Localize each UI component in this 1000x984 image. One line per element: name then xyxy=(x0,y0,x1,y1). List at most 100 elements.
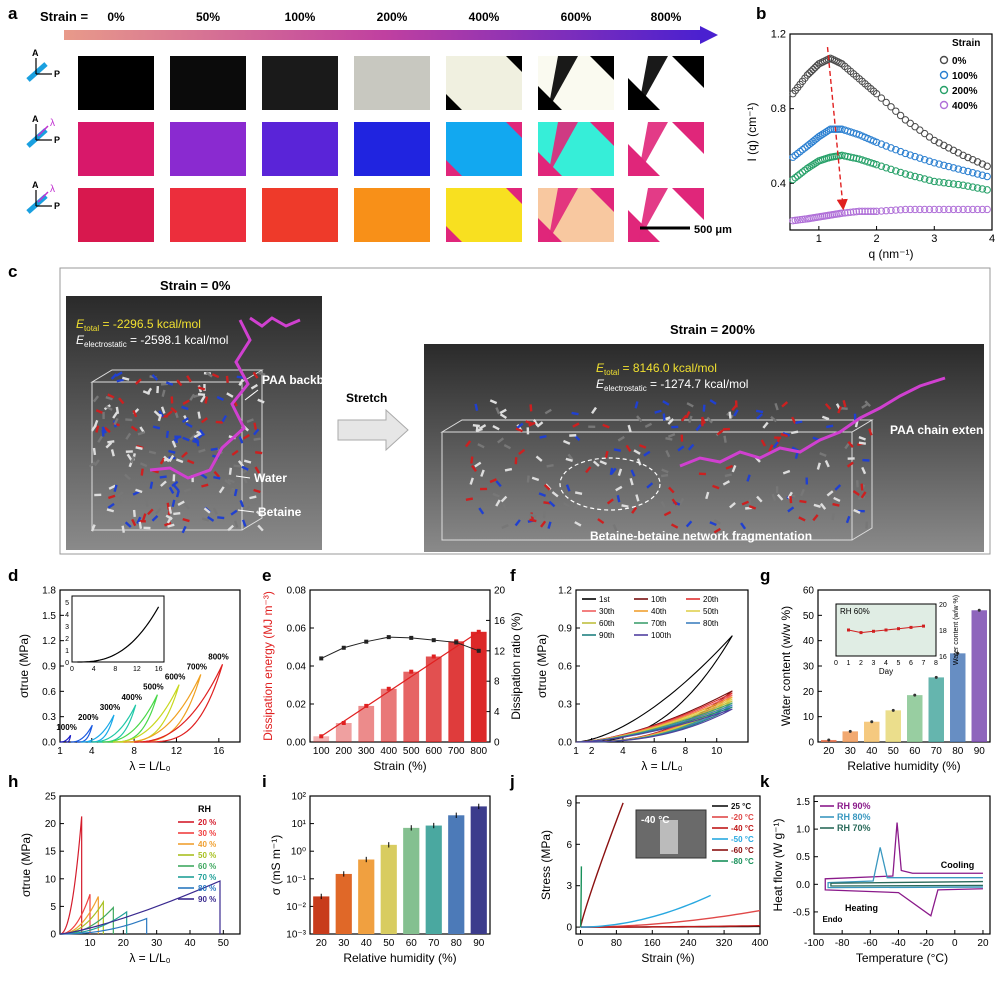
molecule xyxy=(562,439,571,445)
molecule xyxy=(108,484,116,490)
right-etotal: Etotal = 8146.0 kcal/mol xyxy=(596,361,717,377)
stripe xyxy=(538,86,562,110)
molecule xyxy=(630,469,636,477)
data-point xyxy=(964,182,972,190)
molecule xyxy=(197,411,201,419)
molecule xyxy=(770,415,778,423)
lambda-label: λ xyxy=(50,184,55,195)
molecule xyxy=(567,453,574,461)
data-point xyxy=(973,184,982,192)
molecule xyxy=(526,475,530,483)
x-tick-label: 20 xyxy=(118,938,130,949)
molecule xyxy=(129,456,136,464)
label-fragmentation: Betaine-betaine network fragmentation xyxy=(590,529,812,543)
x-tick-label: 50 xyxy=(888,746,900,757)
data-point xyxy=(916,154,924,162)
molecule xyxy=(140,468,144,476)
molecule xyxy=(174,435,178,444)
molecule xyxy=(539,434,547,439)
molecule xyxy=(253,488,261,494)
y-axis-label: σtrue (MPa) xyxy=(17,634,31,698)
molecule xyxy=(182,399,190,406)
y-tick-label: 1.5 xyxy=(796,797,810,808)
inset-photo-label: -40 °C xyxy=(641,815,669,826)
molecule xyxy=(200,417,208,424)
y-tick-label: 10⁻² xyxy=(286,902,306,913)
molecule xyxy=(562,502,571,508)
molecule xyxy=(142,390,151,395)
legend-label: 60 % xyxy=(198,862,216,871)
data-point xyxy=(925,176,934,184)
bar xyxy=(380,688,397,742)
x-tick-label: 0 xyxy=(952,938,958,949)
legend-label: 1st xyxy=(599,595,610,604)
bar-point xyxy=(913,693,917,697)
molecule xyxy=(108,494,116,500)
y-tick-label: 0.6 xyxy=(558,662,572,673)
molecule xyxy=(250,383,258,390)
y-tick-label: 0 xyxy=(50,930,56,941)
molecule xyxy=(107,440,115,444)
data-point xyxy=(978,171,987,179)
leader-water xyxy=(235,475,251,479)
legend-label: -20 °C xyxy=(731,813,754,822)
data-point xyxy=(882,207,890,215)
molecule xyxy=(635,494,640,502)
molecule xyxy=(860,491,867,499)
molecule xyxy=(713,527,721,534)
legend-label: -80 °C xyxy=(731,857,754,866)
x-tick-label: 8 xyxy=(131,746,137,757)
molecule xyxy=(532,418,539,427)
y-tick-label: 4 xyxy=(494,707,500,718)
molecule xyxy=(722,480,731,486)
clamp xyxy=(660,820,678,854)
molecule xyxy=(495,407,501,415)
micrograph-tile xyxy=(170,188,246,242)
x-tick-label: 30 xyxy=(151,938,163,949)
micrograph-tile xyxy=(446,188,522,242)
molecule xyxy=(826,490,834,497)
molecule xyxy=(242,433,250,440)
strain-label: 100% xyxy=(285,10,316,24)
data-point xyxy=(789,216,797,225)
molecule xyxy=(857,495,866,501)
y-tick-label: 25 xyxy=(45,792,57,803)
molecule xyxy=(610,467,617,475)
data-point xyxy=(911,205,919,214)
molecule xyxy=(845,515,851,524)
legend-label: 20th xyxy=(703,595,719,604)
plot-frame xyxy=(575,795,761,935)
y-tick-label: 10⁰ xyxy=(291,847,306,858)
stress-strain-curve xyxy=(579,802,624,928)
inset-y-tick: 4 xyxy=(65,612,69,619)
molecule xyxy=(95,425,100,433)
molecule xyxy=(125,432,132,440)
molecule xyxy=(155,507,162,515)
x-tick-label: 40 xyxy=(184,938,196,949)
stripe xyxy=(638,56,668,110)
legend-label: 100% xyxy=(952,71,978,82)
data-point xyxy=(973,205,982,214)
molecule xyxy=(543,484,551,491)
molecule xyxy=(798,516,806,522)
bar xyxy=(335,723,352,742)
left-sim-box xyxy=(90,369,264,531)
annotation-heating: Heating xyxy=(845,903,878,913)
x-tick-label: 400 xyxy=(380,746,397,757)
molecule xyxy=(231,449,239,456)
data-point xyxy=(832,125,840,133)
y-tick-label: 10² xyxy=(292,792,307,803)
legend-label: 20 % xyxy=(198,818,216,827)
x-tick-label: -20 xyxy=(919,938,934,949)
molecule xyxy=(227,524,235,532)
strain-arrow-head xyxy=(700,26,718,44)
stripe xyxy=(538,218,562,242)
molecule xyxy=(131,518,137,527)
data-point xyxy=(959,151,967,160)
molecule xyxy=(112,411,119,419)
data-point xyxy=(869,207,878,216)
molecule xyxy=(132,409,138,418)
data-point xyxy=(916,126,924,134)
molecule xyxy=(161,389,166,398)
molecule xyxy=(661,468,669,474)
